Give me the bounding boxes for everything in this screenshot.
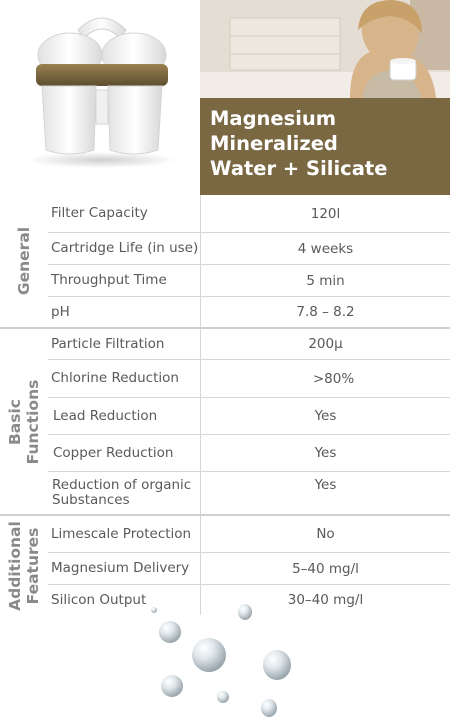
row-value: 7.8 – 8.2 [296,304,355,320]
column-divider [200,472,201,514]
row-value: >80% [312,370,355,387]
column-divider [200,297,201,327]
row-value: 5 min [306,272,345,289]
row-label: Silicon Output [51,591,147,608]
table-row: Lead Reduction Yes [48,398,450,435]
row-value: 4 weeks [297,240,354,257]
section-label-basic-functions: Basic Functions [6,379,42,464]
title-line: Water + Silicate [210,157,388,180]
section-label-line: Basic [6,398,24,445]
section-label-line: Functions [24,379,42,464]
row-value: Yes [314,408,337,424]
table-row: Magnesium Delivery 5–40 mg/l [48,553,450,585]
table-row: Particle Filtration 200µ [48,329,450,360]
row-label: Copper Reduction [53,444,174,461]
row-label: Particle Filtration [51,335,165,352]
table-row: Limescale Protection No [48,516,450,553]
section-divider [0,514,450,516]
row-label: Magnesium Delivery [51,560,190,576]
section-label-line: Additional [6,520,24,611]
table-row: Silicon Output 30–40 mg/l [48,585,450,615]
hero-banner: Magnesium Mineralized Water + Silicate [0,0,450,195]
column-divider [200,360,201,397]
title-line: Magnesium [210,107,337,130]
section-label-line: Features [24,527,42,604]
row-label-line: Reduction of organic [52,477,192,493]
woman-drinking-photo [200,0,450,98]
column-divider [200,398,201,434]
row-label-line: Substances [52,492,130,508]
section-basic-functions: Basic Functions [0,329,48,514]
row-label: Chlorine Reduction [51,370,179,386]
product-title: Magnesium Mineralized Water + Silicate [210,106,387,181]
table-row: Chlorine Reduction >80% [48,360,450,398]
section-general: General [0,195,48,327]
row-label: Cartridge Life (in use) [51,240,199,256]
table-row: Filter Capacity 120l [48,195,450,233]
column-divider [200,435,201,471]
section-label-additional-features: Additional Features [6,521,42,611]
column-divider [200,329,201,359]
table-row: Copper Reduction Yes [48,435,450,472]
row-value: Yes [314,477,337,493]
water-droplets-image [140,600,310,720]
row-label: Lead Reduction [53,407,158,424]
row-value: No [316,526,335,542]
row-label: pH [51,303,70,320]
row-label: Reduction of organic Substances [52,472,202,514]
column-divider [200,516,201,552]
column-divider [200,233,201,264]
row-value: 30–40 mg/l [287,592,364,608]
table-row: Throughput Time 5 min [48,265,450,297]
title-line: Mineralized [210,132,338,155]
section-divider [0,327,450,329]
section-label-general: General [15,226,33,296]
row-label: Filter Capacity [51,205,148,221]
column-divider [200,585,201,615]
filter-cartridge-image [0,0,200,195]
column-divider [200,195,201,232]
row-value: Yes [314,445,337,461]
row-value: 5–40 mg/l [292,560,359,577]
table-row: pH 7.8 – 8.2 [48,297,450,327]
row-label: Limescale Protection [51,525,192,542]
table-row: Cartridge Life (in use) 4 weeks [48,233,450,265]
column-divider [200,553,201,584]
column-divider [200,265,201,296]
row-label: Throughput Time [51,272,167,288]
row-value: 200µ [308,336,343,352]
section-additional-features: Additional Features [0,516,48,615]
product-title-box: Magnesium Mineralized Water + Silicate [200,98,450,195]
table-row: Reduction of organic Substances Yes [48,472,450,514]
row-value: 120l [310,205,341,222]
